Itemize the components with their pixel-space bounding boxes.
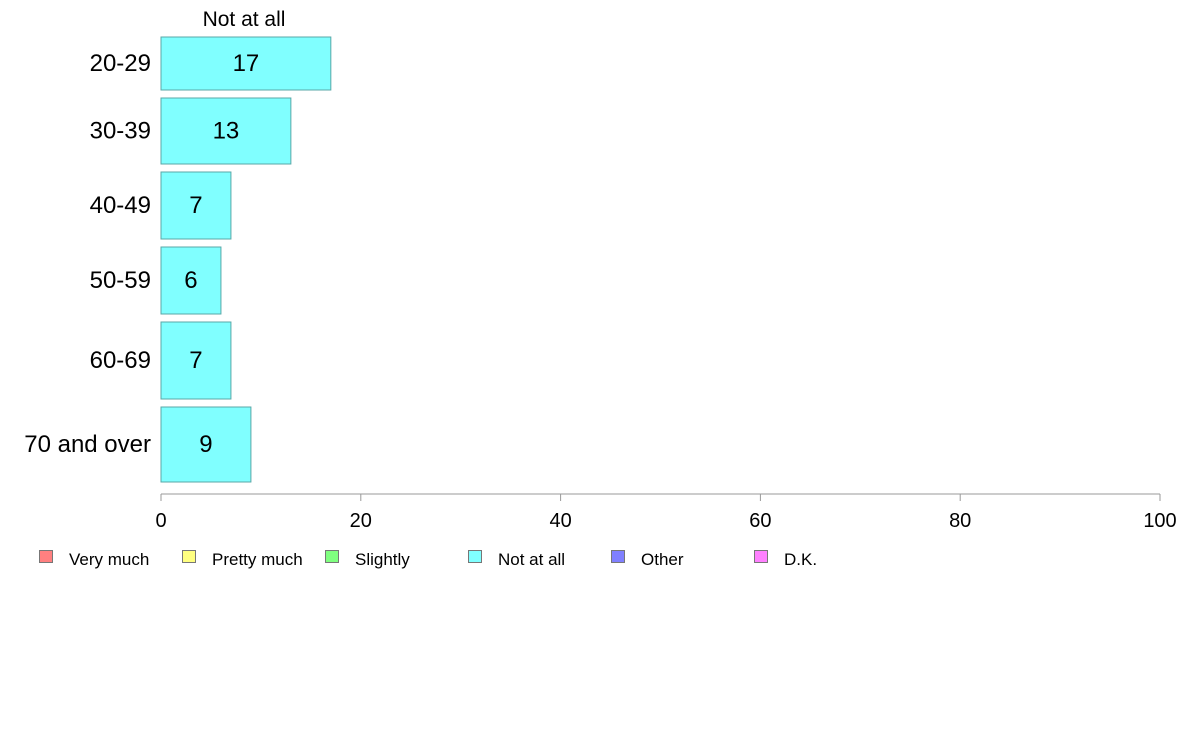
category-label: 70 and over bbox=[24, 431, 151, 458]
bars-group: 20-29 17 30-39 13 40-49 7 50-59 6 60-69 7 70 and o… bbox=[24, 36, 332, 483]
bar bbox=[160, 36, 332, 91]
bar bbox=[160, 97, 292, 165]
bar bbox=[160, 406, 252, 483]
legend-label: D.K. bbox=[784, 550, 817, 569]
bar bbox=[160, 171, 232, 240]
legend-swatch bbox=[182, 550, 196, 563]
bar-value-label: 7 bbox=[189, 347, 202, 374]
legend-label: Slightly bbox=[355, 550, 410, 569]
bar-value-label: 6 bbox=[184, 267, 197, 294]
x-tick-label: 80 bbox=[949, 510, 971, 532]
legend-label: Not at all bbox=[498, 550, 565, 569]
category-label: 20-29 bbox=[90, 50, 151, 77]
category-label: 50-59 bbox=[90, 267, 151, 294]
legend-swatch bbox=[468, 550, 482, 563]
bar-value-label: 17 bbox=[233, 50, 260, 77]
x-tick-label: 20 bbox=[350, 510, 372, 532]
legend-label: Very much bbox=[69, 550, 149, 569]
legend-swatch bbox=[39, 550, 53, 563]
category-label: 30-39 bbox=[90, 118, 151, 145]
column-header: Not at all bbox=[203, 8, 286, 31]
legend-swatch bbox=[754, 550, 768, 563]
x-axis: 0 20 40 60 80 100 bbox=[155, 493, 1177, 532]
bar bbox=[160, 246, 222, 315]
category-label: 60-69 bbox=[90, 347, 151, 374]
bar-value-label: 9 bbox=[199, 431, 212, 458]
bar-value-label: 7 bbox=[189, 192, 202, 219]
x-tick-label: 60 bbox=[749, 510, 771, 532]
bar bbox=[160, 321, 232, 400]
legend-label: Other bbox=[641, 550, 684, 569]
category-label: 40-49 bbox=[90, 192, 151, 219]
legend: Very much Pretty much Slightly Not at all Ot… bbox=[39, 550, 817, 569]
bar-value-label: 13 bbox=[213, 118, 240, 145]
x-tick-label: 40 bbox=[549, 510, 571, 532]
legend-label: Pretty much bbox=[212, 550, 303, 569]
legend-swatch bbox=[611, 550, 625, 563]
legend-swatch bbox=[325, 550, 339, 563]
x-tick-label: 0 bbox=[155, 510, 166, 532]
x-tick-label: 100 bbox=[1143, 510, 1176, 532]
